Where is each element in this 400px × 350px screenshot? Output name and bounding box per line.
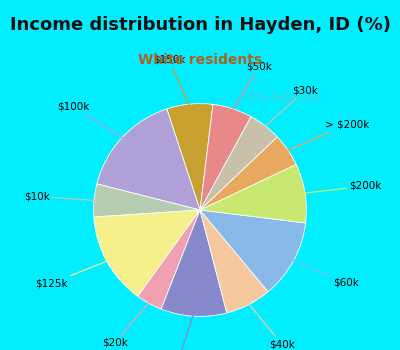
Text: $150k: $150k (153, 55, 190, 107)
Text: City-Data.com: City-Data.com (248, 93, 322, 103)
Text: > $200k: > $200k (285, 120, 369, 152)
Text: $30k: $30k (263, 85, 318, 128)
Text: White residents: White residents (138, 52, 262, 66)
Wedge shape (138, 210, 200, 309)
Wedge shape (200, 104, 251, 210)
Text: $20k: $20k (102, 301, 150, 348)
Text: $40k: $40k (247, 302, 295, 349)
Text: $60k: $60k (291, 259, 358, 287)
Wedge shape (200, 210, 268, 313)
Text: $75k: $75k (165, 313, 194, 350)
Text: $50k: $50k (232, 61, 272, 112)
Wedge shape (94, 184, 200, 217)
Wedge shape (200, 137, 296, 210)
Text: Income distribution in Hayden, ID (%): Income distribution in Hayden, ID (%) (10, 15, 390, 34)
Text: $125k: $125k (35, 260, 110, 288)
Wedge shape (200, 164, 306, 223)
Wedge shape (167, 104, 213, 210)
Text: $10k: $10k (24, 191, 97, 201)
Wedge shape (97, 109, 200, 210)
Wedge shape (200, 117, 277, 210)
Text: $100k: $100k (57, 102, 124, 140)
Wedge shape (94, 210, 200, 296)
Wedge shape (161, 210, 227, 316)
Text: $200k: $200k (302, 181, 382, 194)
Wedge shape (200, 210, 306, 292)
